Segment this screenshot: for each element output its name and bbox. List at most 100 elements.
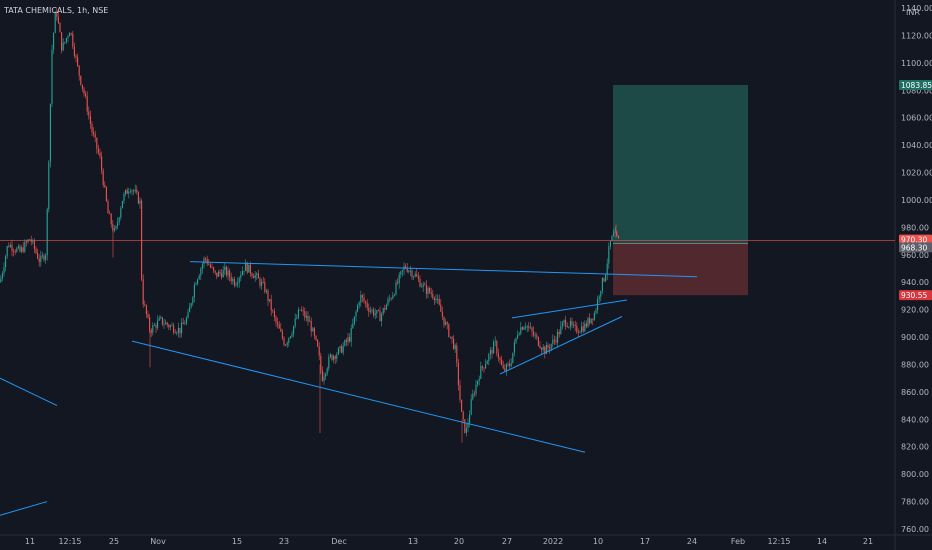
candle-body xyxy=(270,299,272,311)
candle-body xyxy=(77,57,79,66)
candle-body xyxy=(275,316,277,323)
candle-body xyxy=(611,235,613,241)
candle-body xyxy=(80,75,82,85)
candle-body xyxy=(147,313,149,318)
candle-body xyxy=(526,326,528,328)
target-zone[interactable] xyxy=(613,84,748,244)
candle-body xyxy=(449,336,451,338)
stop-zone[interactable] xyxy=(613,243,748,296)
y-tick-label: 980.00 xyxy=(901,223,929,232)
candle-body xyxy=(422,284,424,287)
candle-body xyxy=(283,338,285,345)
price-tag-last xyxy=(899,234,932,245)
candle-body xyxy=(379,310,381,322)
candle-body xyxy=(288,338,290,343)
candle-body xyxy=(414,274,416,277)
candle-body xyxy=(342,345,344,353)
trendline[interactable] xyxy=(131,340,586,453)
candle-body xyxy=(57,16,59,23)
candle-body xyxy=(184,323,186,325)
candle-body xyxy=(389,298,391,300)
candle-body xyxy=(41,255,43,257)
candle-body xyxy=(205,258,207,260)
candle-body xyxy=(560,326,562,335)
currency-badge[interactable]: INR xyxy=(906,8,920,17)
candle-body xyxy=(253,276,255,278)
candle-body xyxy=(93,132,95,135)
trendline[interactable] xyxy=(0,377,58,407)
candle-body xyxy=(128,191,130,194)
candle-body xyxy=(448,324,450,337)
candle-body xyxy=(179,327,181,334)
y-tick-label: 880.00 xyxy=(901,360,929,369)
symbol-label[interactable]: TATA CHEMICALS, 1h, NSE xyxy=(3,6,108,15)
candle-body xyxy=(553,339,555,341)
candle-body xyxy=(446,322,448,325)
candle-body xyxy=(347,337,349,342)
candle-body xyxy=(190,303,192,307)
candle-body xyxy=(510,362,512,367)
candle-body xyxy=(312,328,314,332)
x-tick-label: 10 xyxy=(593,537,603,546)
candle-body xyxy=(267,290,269,301)
candle-body xyxy=(331,354,333,360)
candle-body xyxy=(494,341,496,343)
candle-body xyxy=(317,339,319,347)
candle-body xyxy=(363,297,365,302)
trendline[interactable] xyxy=(189,261,698,278)
candle-body xyxy=(259,278,261,286)
candle-body xyxy=(38,258,40,262)
candle-body xyxy=(406,267,408,272)
candle-body xyxy=(136,189,138,193)
candle-body xyxy=(171,325,173,327)
candle-body xyxy=(456,345,458,363)
candle-body xyxy=(491,349,493,354)
candle-body xyxy=(256,273,258,276)
candle-body xyxy=(94,134,96,138)
candle-body xyxy=(555,340,557,343)
candle-body xyxy=(539,345,541,349)
candle-body xyxy=(19,246,21,252)
candle-body xyxy=(85,93,87,97)
candle-body xyxy=(131,190,133,192)
y-tick-label: 840.00 xyxy=(901,415,929,424)
candle-body xyxy=(409,270,411,272)
candle-body xyxy=(438,298,440,305)
candle-body xyxy=(550,344,552,349)
candle-body xyxy=(518,333,520,335)
candle-body xyxy=(117,222,119,227)
candle-body xyxy=(269,299,271,301)
candle-body xyxy=(254,275,256,278)
candle-body xyxy=(13,250,15,252)
candle-body xyxy=(326,368,328,374)
trendline[interactable] xyxy=(511,299,628,319)
candle-body xyxy=(192,297,194,304)
candle-body xyxy=(307,315,309,322)
candle-body xyxy=(222,270,224,278)
x-tick-label: 11 xyxy=(25,537,35,546)
candle-body xyxy=(88,111,90,116)
candle-body xyxy=(313,328,315,336)
candle-body xyxy=(502,364,504,369)
candle-body xyxy=(187,312,189,318)
candle-body xyxy=(291,334,293,337)
candle-body xyxy=(118,217,120,223)
x-tick-label: 20 xyxy=(454,537,464,546)
candle-body xyxy=(577,332,579,334)
candle-body xyxy=(453,338,455,349)
candle-body xyxy=(157,320,159,328)
price-tag-stop xyxy=(899,290,932,301)
trendline[interactable] xyxy=(499,316,623,375)
candle-body xyxy=(600,290,602,297)
time-axis[interactable]: 11 12:15 25 Nov 15 23 Dec 13 20 27 2022 10 17 24 Feb 12… xyxy=(25,537,873,546)
candle-body xyxy=(513,342,515,353)
candle-body xyxy=(304,311,306,318)
candle-body xyxy=(200,268,202,276)
price-tag-target xyxy=(899,79,932,90)
trendline[interactable] xyxy=(0,501,48,516)
candle-body xyxy=(72,33,74,47)
candle-body xyxy=(9,244,11,247)
price-axis[interactable]: 1140.00 1120.00 1100.00 1080.00 1060.00 1040.… xyxy=(901,4,932,534)
